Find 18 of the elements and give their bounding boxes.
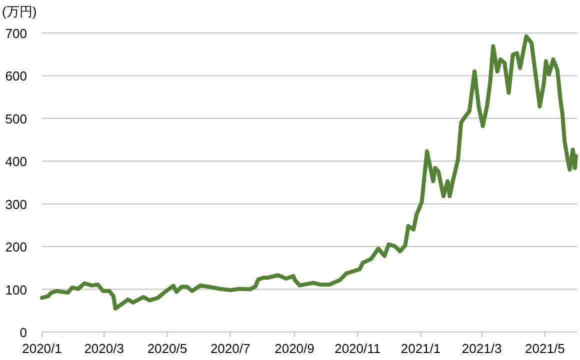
x-tick-label: 2020/11 xyxy=(334,341,381,356)
y-tick-label: 500 xyxy=(5,111,27,126)
x-tick-label: 2021/1 xyxy=(400,341,441,356)
y-tick-label: 300 xyxy=(5,196,27,212)
y-tick-label: 400 xyxy=(5,154,27,170)
y-tick-label: 100 xyxy=(5,282,27,298)
y-tick-label: 0 xyxy=(20,325,27,340)
y-tick-label: 600 xyxy=(5,68,27,84)
y-axis-title: (万円) xyxy=(2,4,37,19)
x-tick-label: 2021/5 xyxy=(525,341,565,356)
x-tick-label: 2021/3 xyxy=(462,341,502,356)
x-tick-label: 2020/7 xyxy=(210,341,250,356)
y-tick-label: 700 xyxy=(5,26,27,41)
x-tick-label: 2020/5 xyxy=(147,341,188,356)
x-tick-label: 2020/1 xyxy=(22,341,62,356)
x-tick-label: 2020/3 xyxy=(84,341,124,356)
x-tick-label: 2020/9 xyxy=(274,341,314,356)
y-tick-label: 200 xyxy=(5,240,27,255)
